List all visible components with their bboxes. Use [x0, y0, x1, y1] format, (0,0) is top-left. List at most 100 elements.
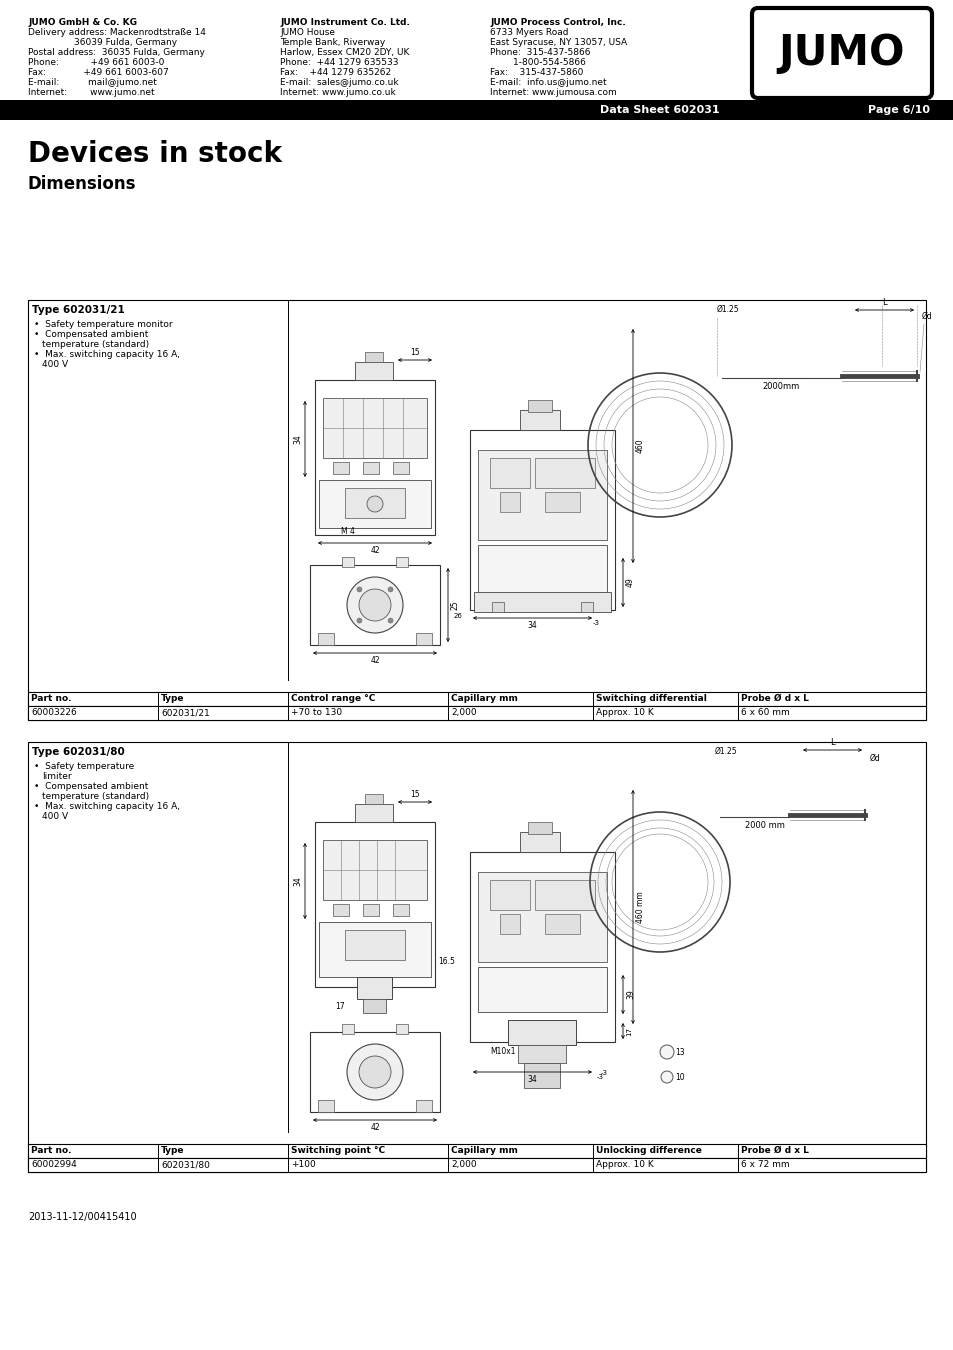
Bar: [318, 922, 431, 977]
Bar: [365, 352, 382, 362]
Text: Page 6/10: Page 6/10: [867, 105, 929, 115]
Text: 2,000: 2,000: [451, 707, 476, 717]
Text: Switching point °C: Switching point °C: [291, 1146, 385, 1156]
Bar: [314, 379, 435, 535]
Bar: [355, 805, 393, 822]
Bar: [28, 300, 925, 720]
Bar: [323, 840, 427, 900]
Text: 13: 13: [675, 1048, 684, 1057]
Text: •  Safety temperature: • Safety temperature: [34, 761, 134, 771]
Text: 34: 34: [293, 876, 302, 886]
Text: 16.5: 16.5: [437, 957, 455, 967]
Text: •  Compensated ambient: • Compensated ambient: [34, 782, 149, 791]
Text: -3: -3: [600, 1071, 607, 1076]
Bar: [310, 1031, 439, 1112]
Text: 17: 17: [335, 1002, 344, 1011]
Text: 25: 25: [451, 601, 459, 610]
Text: M 4: M 4: [340, 526, 355, 536]
Bar: [535, 880, 595, 910]
Text: 39: 39: [625, 990, 635, 999]
Text: East Syracuse, NY 13057, USA: East Syracuse, NY 13057, USA: [490, 38, 626, 47]
Text: 36039 Fulda, Germany: 36039 Fulda, Germany: [28, 38, 177, 47]
Circle shape: [659, 1045, 673, 1058]
Text: E-mail:          mail@jumo.net: E-mail: mail@jumo.net: [28, 78, 156, 86]
Text: 49: 49: [625, 578, 635, 587]
Bar: [527, 822, 552, 834]
Bar: [28, 693, 925, 706]
Text: Internet: www.jumousa.com: Internet: www.jumousa.com: [490, 88, 616, 97]
Text: 2,000: 2,000: [451, 1160, 476, 1169]
Text: 400 V: 400 V: [42, 811, 68, 821]
Text: 2000mm: 2000mm: [761, 382, 799, 391]
Circle shape: [347, 576, 402, 633]
Text: Unlocking difference: Unlocking difference: [596, 1146, 701, 1156]
Bar: [580, 602, 593, 612]
Bar: [416, 1100, 432, 1112]
Bar: [363, 462, 378, 474]
Text: JUMO Process Control, Inc.: JUMO Process Control, Inc.: [490, 18, 625, 27]
Text: Internet:        www.jumo.net: Internet: www.jumo.net: [28, 88, 154, 97]
Bar: [499, 491, 519, 512]
Text: -3: -3: [593, 620, 599, 626]
Circle shape: [660, 1071, 672, 1083]
Bar: [310, 566, 439, 645]
Bar: [393, 462, 409, 474]
Circle shape: [388, 618, 393, 624]
Bar: [527, 400, 552, 412]
Bar: [416, 633, 432, 645]
Text: 6 x 60 mm: 6 x 60 mm: [740, 707, 789, 717]
Text: Type: Type: [161, 694, 184, 703]
Text: 6733 Myers Road: 6733 Myers Road: [490, 28, 568, 36]
Bar: [395, 558, 408, 567]
Text: 2013-11-12/00415410: 2013-11-12/00415410: [28, 1212, 136, 1222]
Text: limiter: limiter: [42, 772, 71, 782]
Text: Phone:           +49 661 6003-0: Phone: +49 661 6003-0: [28, 58, 164, 68]
Bar: [477, 872, 606, 963]
Bar: [477, 967, 606, 1012]
Bar: [519, 832, 559, 852]
Text: Phone:  315-437-5866: Phone: 315-437-5866: [490, 49, 590, 57]
Text: 34: 34: [293, 435, 302, 444]
Text: Ø1.25: Ø1.25: [717, 305, 739, 315]
Bar: [477, 450, 606, 540]
Bar: [28, 1158, 925, 1172]
Text: Ø1.25: Ø1.25: [714, 747, 737, 756]
Text: 400 V: 400 V: [42, 360, 68, 369]
Text: Harlow, Essex CM20 2DY, UK: Harlow, Essex CM20 2DY, UK: [280, 49, 409, 57]
Circle shape: [358, 589, 391, 621]
Text: Control range °C: Control range °C: [291, 694, 375, 703]
Bar: [470, 431, 615, 610]
Text: 15: 15: [410, 790, 419, 799]
Text: •  Max. switching capacity 16 A,: • Max. switching capacity 16 A,: [34, 802, 180, 811]
Text: Fax:    +44 1279 635262: Fax: +44 1279 635262: [280, 68, 391, 77]
Circle shape: [358, 1056, 391, 1088]
Text: •  Compensated ambient: • Compensated ambient: [34, 329, 149, 339]
Bar: [28, 1143, 925, 1158]
Bar: [490, 880, 530, 910]
Text: Type 602031/21: Type 602031/21: [32, 305, 125, 315]
Bar: [474, 593, 610, 612]
Text: 42: 42: [370, 545, 379, 555]
Bar: [341, 1025, 354, 1034]
Text: Ød: Ød: [921, 312, 932, 321]
Bar: [28, 743, 925, 1172]
Text: 42: 42: [370, 1123, 379, 1133]
Text: temperature (standard): temperature (standard): [42, 340, 149, 350]
Text: Fax:             +49 661 6003-607: Fax: +49 661 6003-607: [28, 68, 169, 77]
Bar: [28, 706, 925, 720]
Circle shape: [356, 587, 361, 591]
Circle shape: [356, 618, 361, 624]
Text: Devices in stock: Devices in stock: [28, 140, 282, 167]
Text: Part no.: Part no.: [30, 694, 71, 703]
Text: 602031/21: 602031/21: [161, 707, 210, 717]
Text: -3: -3: [597, 1075, 603, 1080]
Text: Probe Ø d x L: Probe Ø d x L: [740, 1146, 808, 1156]
Bar: [363, 904, 378, 917]
Bar: [333, 462, 349, 474]
Text: 60002994: 60002994: [30, 1160, 76, 1169]
Text: Dimensions: Dimensions: [28, 176, 136, 193]
Bar: [317, 1100, 334, 1112]
Text: Part no.: Part no.: [30, 1146, 71, 1156]
Bar: [477, 545, 606, 599]
Text: 602031/80: 602031/80: [161, 1160, 210, 1169]
